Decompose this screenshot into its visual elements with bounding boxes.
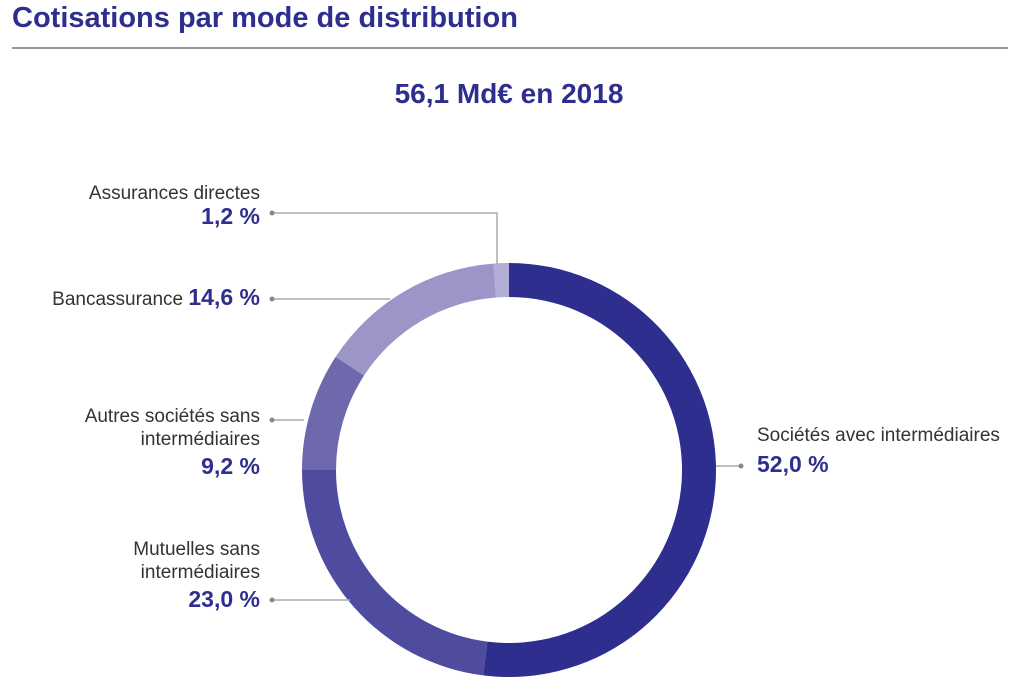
- label-assurances-directes: Assurances directes 1,2 %: [89, 182, 260, 228]
- donut-slice-1: [302, 470, 488, 676]
- chart-title: 56,1 Md€ en 2018: [394, 78, 624, 109]
- label-bancassurance: Bancassurance 14,6 %: [52, 286, 260, 311]
- leader-dot: [738, 463, 744, 469]
- donut-slice-4: [493, 263, 509, 298]
- page-title: Cotisations par mode de distribution: [12, 2, 518, 34]
- donut-slice-0: [483, 263, 717, 678]
- label-mutuelles: Mutuelles sans intermédiaires 23,0 %: [60, 538, 260, 611]
- category-label: Assurances directes: [88, 183, 260, 204]
- donut-slice-2: [302, 356, 365, 470]
- value-label: 1,2 %: [201, 203, 260, 229]
- title-divider: [12, 47, 1008, 49]
- category-label: Sociétés avec intermédiaires: [757, 425, 1000, 446]
- leader-dot: [269, 417, 275, 423]
- value-label: 14,6 %: [188, 284, 260, 310]
- leader-dot: [269, 597, 275, 603]
- leader-dot: [269, 210, 275, 216]
- category-label: Autres sociétés sans intermédiaires: [84, 406, 260, 450]
- leader-dot: [269, 296, 275, 302]
- value-label: 23,0 %: [188, 586, 260, 612]
- label-societes-avec-intermediaires: Sociétés avec intermédiaires 52,0 %: [757, 424, 1000, 476]
- category-label: Bancassurance: [52, 289, 184, 310]
- value-label: 9,2 %: [201, 453, 260, 479]
- donut-slice-3: [335, 263, 496, 376]
- value-label: 52,0 %: [757, 451, 829, 477]
- leader-line-assurances-directes: [272, 212, 498, 265]
- label-autres-societes: Autres sociétés sans intermédiaires 9,2 …: [60, 405, 260, 478]
- category-label: Mutuelles sans intermédiaires: [133, 539, 260, 583]
